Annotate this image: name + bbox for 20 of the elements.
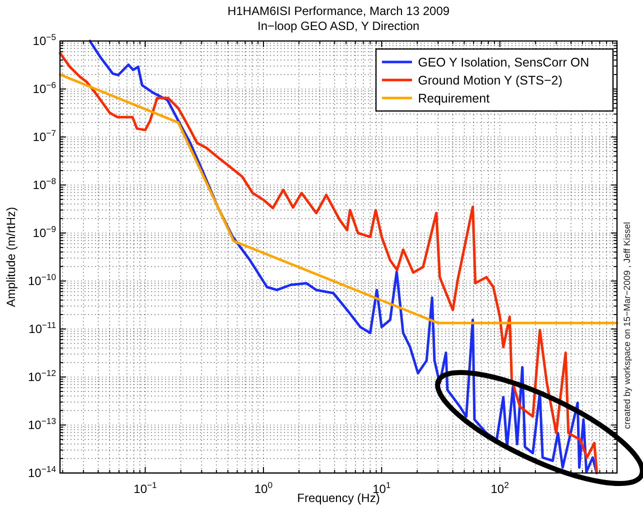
y-tick-label: 10$^{−9}$ [32,224,56,240]
y-tick-label: 10$^{−11}$ [28,320,56,336]
chart-subtitle: In−loop GEO ASD, Y Direction [258,19,420,33]
y-tick-label: 10$^{−8}$ [32,176,56,192]
x-tick-label: 10$^{0}$ [254,480,273,496]
y-tick-label: 10$^{−7}$ [32,128,56,144]
x-tick-label: 10$^{−1}$ [134,480,158,496]
y-tick-label: 10$^{−14}$ [28,464,56,480]
text: created by workspace on 15−Mar−2009 , Jeff Kissel [622,222,632,429]
x-tick-label: 10$^{2}$ [490,480,510,496]
y-tick-label: 10$^{−10}$ [28,272,56,288]
y-tick-label: 10$^{−5}$ [32,32,56,48]
chart-title: H1HAM6ISI Performance, March 13 2009 [227,4,450,18]
y-axis-title: Amplitude (m/rtHz) [4,206,18,308]
legend-label: Ground Motion Y (STS−2) [418,74,562,88]
legend-label: GEO Y Isolation, SensCorr ON [418,56,590,70]
y-tick-label: 10$^{−6}$ [32,80,56,96]
y-tick-label: 10$^{−13}$ [28,416,56,432]
y-tick-label: 10$^{−12}$ [28,368,56,384]
legend-label: Requirement [418,92,490,106]
